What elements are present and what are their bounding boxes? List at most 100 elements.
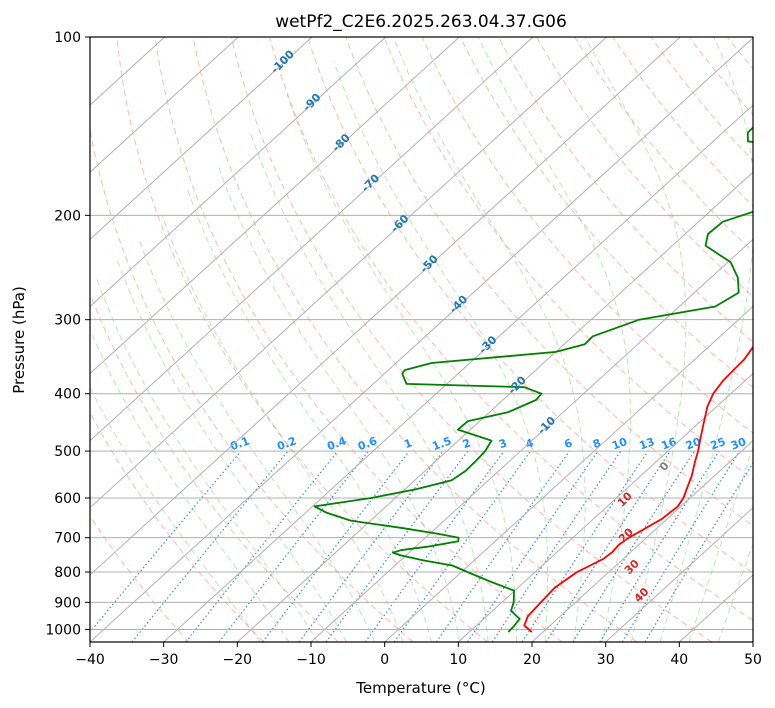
mixing-ratio-line <box>393 450 532 642</box>
dry-adiabat-line <box>307 37 753 574</box>
moist-adiabat-label: 10 <box>615 489 635 509</box>
isotherm-gridline <box>90 37 239 173</box>
temperature-profile-line <box>523 345 753 633</box>
mixing-ratio-label: 0.4 <box>325 434 348 453</box>
isotherm-gridline <box>90 37 681 576</box>
mixing-ratio-line <box>262 450 410 642</box>
isotherm-gridline <box>236 171 753 642</box>
moist-adiabat-line <box>95 277 319 642</box>
dry-adiabat-line <box>574 37 753 253</box>
dry-adiabat-label: -90 <box>300 91 323 114</box>
dry-adiabat-line <box>269 37 753 622</box>
mixing-ratio-label: 10 <box>610 435 629 453</box>
mixing-ratio-line <box>185 450 339 642</box>
chart-title: wetPf2_C2E6.2025.263.04.37.G06 <box>275 12 567 32</box>
isotherm-gridline <box>531 439 753 642</box>
moist-adiabat-line <box>90 386 261 642</box>
y-tick-label: 500 <box>54 444 81 460</box>
x-tick-label: −20 <box>223 652 253 668</box>
moist-adiabat-line <box>286 94 517 642</box>
mixing-ratio-line <box>491 450 622 642</box>
mixing-ratio-label: 16 <box>660 435 679 453</box>
mixing-ratio-label: 1.5 <box>431 434 454 453</box>
x-tick-label: −40 <box>75 652 105 668</box>
moist-adiabat-label: 20 <box>616 525 636 545</box>
y-tick-label: 300 <box>54 313 81 329</box>
mixing-ratio-label: 3 <box>497 436 509 451</box>
moist-adiabat-label: 30 <box>622 557 642 577</box>
dry-adiabat-label: -10 <box>535 414 558 437</box>
dry-adiabat-line <box>536 37 753 298</box>
mixing-ratio-label: 13 <box>637 435 656 452</box>
mixing-ratio-line <box>621 450 741 642</box>
axes: −40 −30 −20 −10 0 10 20 30 40 5010020030040050060… <box>45 30 762 668</box>
mixing-ratio-line <box>364 450 505 642</box>
isotherm-gridline <box>90 37 313 240</box>
isotherm-gridline <box>678 574 753 642</box>
moist-adiabat-line <box>659 37 753 642</box>
y-tick-label: 1000 <box>45 622 81 638</box>
mixing-ratio-label: 0.1 <box>228 434 251 453</box>
y-tick-label: 400 <box>54 387 81 403</box>
mixing-ratio-label: 2 <box>461 436 473 451</box>
dry-adiabat-label: -40 <box>447 293 470 316</box>
moist-adiabat-line <box>333 61 549 642</box>
mixing-ratio-line <box>545 450 671 642</box>
background-curves <box>90 37 775 642</box>
mixing-ratio-line <box>218 450 370 642</box>
mixing-ratio-line <box>466 450 599 642</box>
dry-adiabat-line <box>192 37 638 642</box>
x-tick-label: 10 <box>449 652 467 668</box>
dry-adiabat-line <box>459 37 753 389</box>
dry-adiabat-line <box>154 37 563 642</box>
isotherm-gridline <box>752 641 753 642</box>
dry-adiabat-line <box>727 37 753 70</box>
mixing-ratio-label: 8 <box>591 436 603 451</box>
dry-adiabat-line <box>650 37 753 162</box>
plot-frame <box>89 36 754 643</box>
y-tick-label: 200 <box>54 208 81 224</box>
x-tick-label: 0 <box>380 652 389 668</box>
isotherm-gridline <box>90 37 387 308</box>
mixing-ratio-line <box>572 450 695 642</box>
profile-lines <box>313 126 753 633</box>
mixing-ratio-label: 6 <box>562 436 574 451</box>
mixing-ratio-label: 30 <box>729 435 748 453</box>
x-tick-label: −10 <box>296 652 326 668</box>
mixing-ratio-line <box>521 450 649 642</box>
isotherm-gridline <box>605 507 753 642</box>
dry-adiabat-label: -50 <box>418 252 441 275</box>
y-tick-label: 700 <box>54 531 81 547</box>
isotherm-gridline <box>457 372 753 642</box>
dry-adiabat-line <box>497 37 753 343</box>
dewpoint-profile-line <box>313 126 753 633</box>
y-tick-label: 100 <box>54 30 81 46</box>
dry-adiabat-line <box>90 292 339 642</box>
mixing-ratio-line <box>298 450 444 642</box>
isotherm-gridline <box>90 37 753 642</box>
grid-lines <box>90 37 753 642</box>
dry-adiabat-line <box>90 127 414 642</box>
dry-adiabat-line <box>90 411 264 642</box>
dry-adiabat-line <box>766 37 775 642</box>
dry-adiabat-label: -80 <box>330 131 353 154</box>
isotherm-gridline <box>90 37 460 375</box>
isotherm-gridline <box>90 37 608 509</box>
mixing-ratio-line <box>90 450 242 634</box>
moist-adiabat-line <box>161 215 404 642</box>
y-axis-label: Pressure (hPa) <box>10 286 28 394</box>
isotherm-gridline <box>310 238 753 642</box>
moist-adiabat-line <box>477 37 631 642</box>
dry-adiabat-label: -70 <box>359 171 382 194</box>
moist-adiabat-line <box>217 165 461 642</box>
mixing-ratio-label: 0.2 <box>275 434 298 453</box>
mixing-ratio-label: 4 <box>524 436 536 451</box>
moist-adiabat-line <box>186 188 432 642</box>
mixing-ratio-line <box>435 450 570 642</box>
moist-adiabat-line <box>717 542 753 642</box>
dry-adiabat-line <box>345 37 753 527</box>
x-axis-label: Temperature (°C) <box>355 679 485 697</box>
isotherm-gridline <box>384 305 753 642</box>
